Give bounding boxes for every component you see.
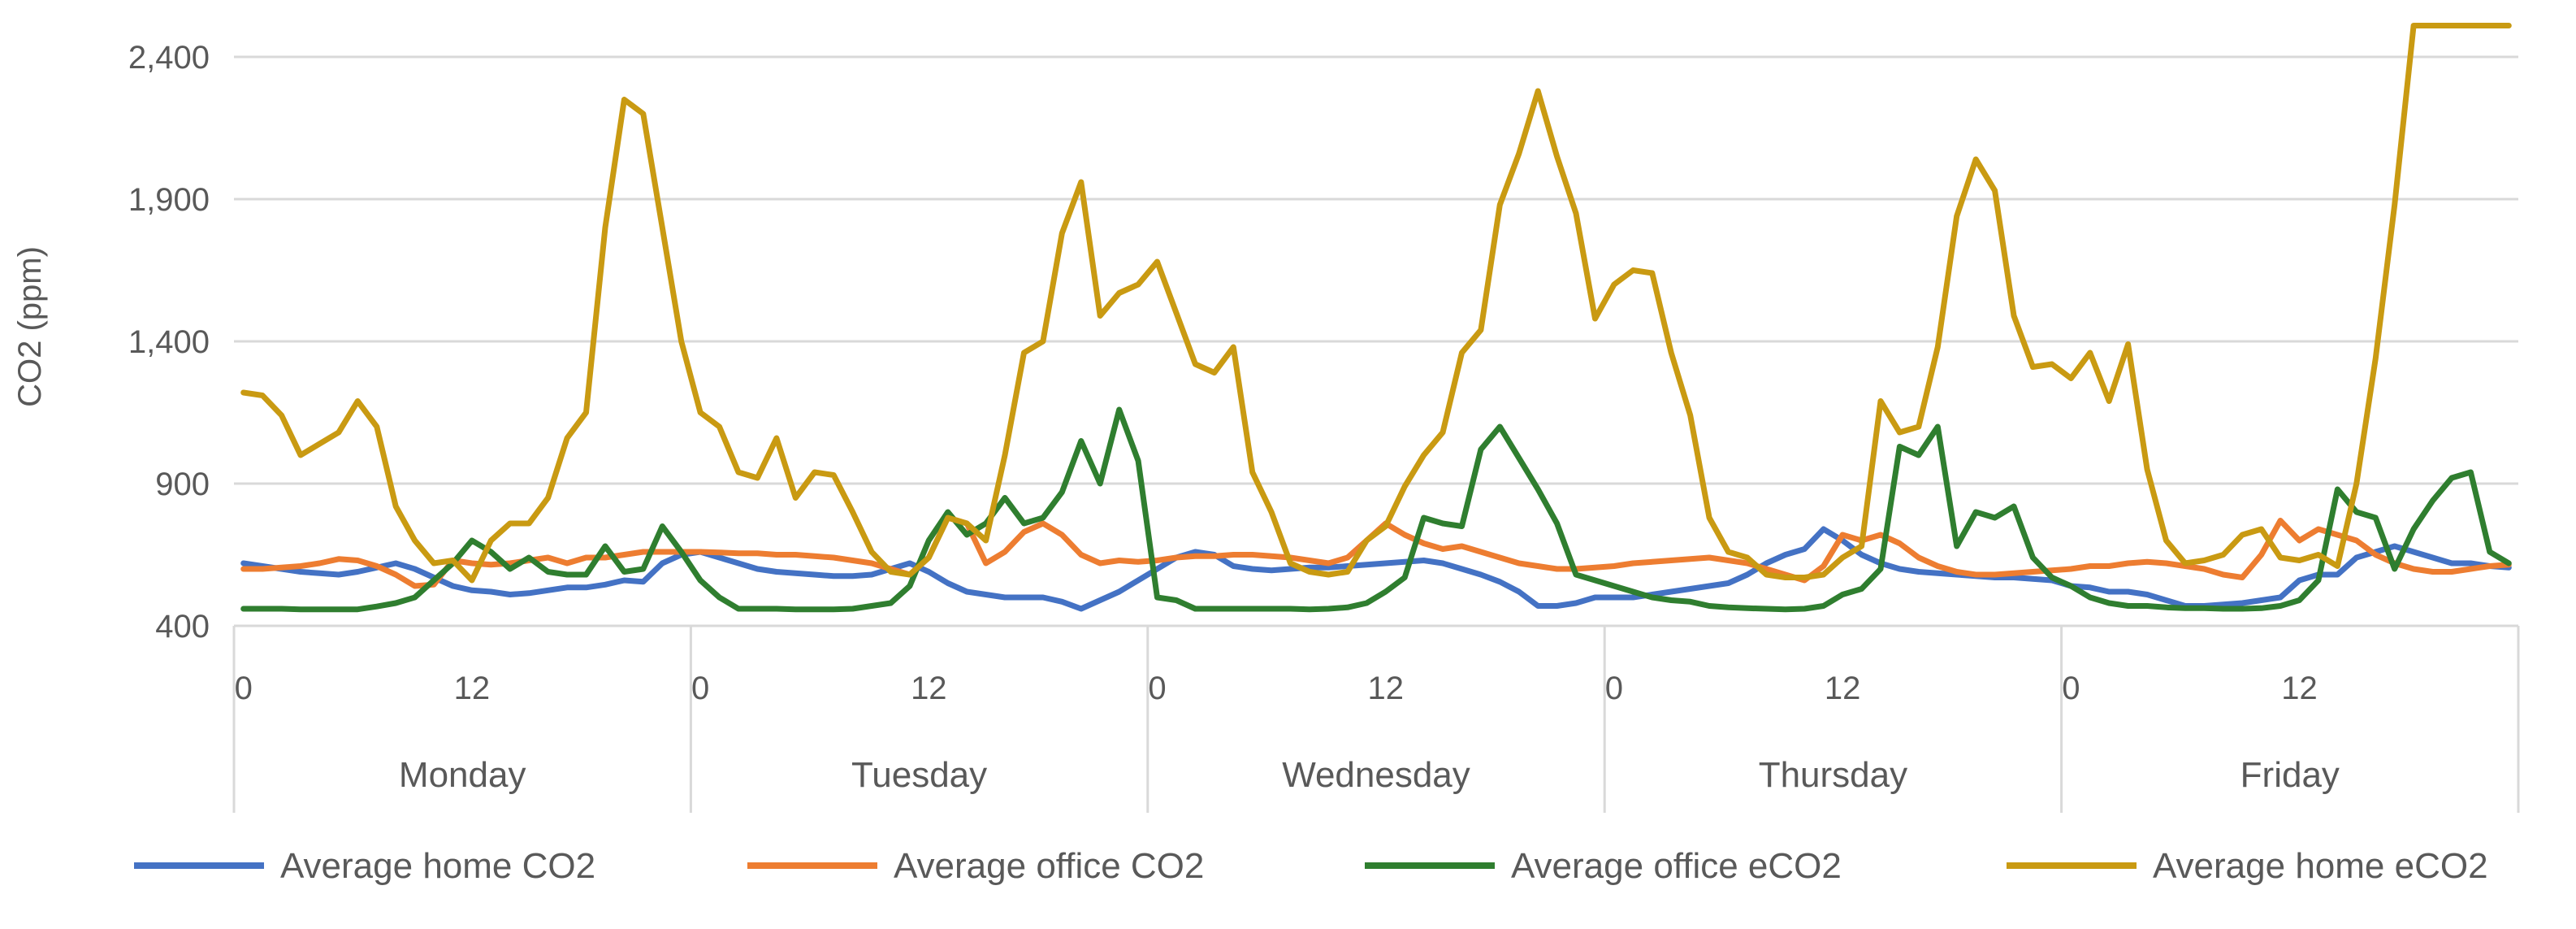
- hour-tick-label: 0: [691, 671, 709, 706]
- y-tick-label: 1,400: [128, 324, 210, 360]
- legend: Average home CO2 Average office CO2 Averag…: [134, 846, 2488, 886]
- hour-tick-label: 0: [1148, 671, 1166, 706]
- hour-tick-label: 12: [1825, 671, 1861, 706]
- legend-label: Average office CO2: [894, 846, 1204, 886]
- day-label: Friday: [2240, 755, 2340, 795]
- day-label: Wednesday: [1282, 755, 1470, 795]
- day-label: Tuesday: [851, 755, 987, 795]
- hour-tick-label: 12: [2281, 671, 2318, 706]
- hour-tick-label: 12: [454, 671, 491, 706]
- series-line-1: [240, 526, 2512, 612]
- hour-tick-label: 12: [911, 671, 947, 706]
- y-tick-label: 900: [155, 467, 210, 502]
- series-lines: [240, 23, 2512, 613]
- day-label: Monday: [399, 755, 526, 795]
- x-axis: 0 12 Monday 0 12 Tuesday 0 12 Wednesday 0 12 Thursd…: [232, 626, 2520, 813]
- y-axis: 400 900 1,400 1,900 2,400: [128, 40, 210, 645]
- y-tick-label: 2,400: [128, 40, 210, 76]
- legend-label: Average home eCO2: [2153, 846, 2488, 886]
- legend-label: Average office eCO2: [1511, 846, 1842, 886]
- hour-tick-label: 0: [235, 671, 253, 706]
- y-tick-label: 1,900: [128, 182, 210, 218]
- gridlines: [234, 55, 2518, 627]
- y-axis-label: CO2 (ppm): [12, 246, 48, 407]
- y-tick-label: 400: [155, 609, 210, 645]
- legend-label: Average home CO2: [280, 846, 595, 886]
- hour-tick-label: 0: [2062, 671, 2080, 706]
- hour-tick-label: 0: [1605, 671, 1623, 706]
- series-line-4: [240, 23, 2512, 584]
- series-line-3: [240, 406, 2512, 613]
- day-label: Thursday: [1759, 755, 1907, 795]
- hour-tick-label: 12: [1367, 671, 1404, 706]
